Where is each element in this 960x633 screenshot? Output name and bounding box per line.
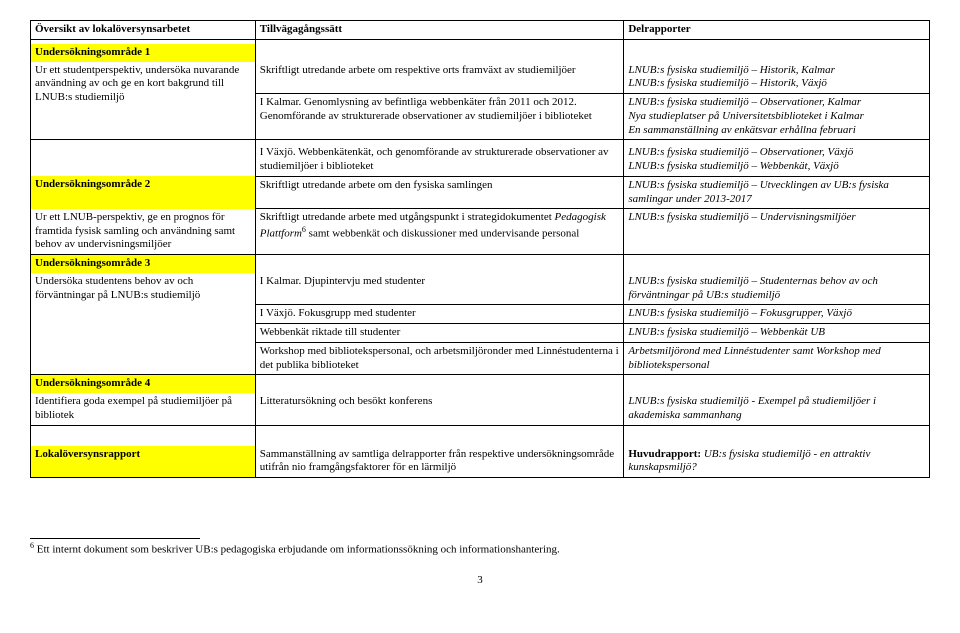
area3-right-a: LNUB:s fysiska studiemiljö – Studenterna… — [624, 273, 930, 305]
area3-row-a: Undersöka studentens behov av och förvän… — [31, 273, 930, 305]
summary-row: Lokalöversynsrapport Sammanställning av … — [31, 446, 930, 478]
footnote-body: Ett internt dokument som beskriver UB:s … — [34, 544, 560, 556]
area2-mid-a: Skriftligt utredande arbete om den fysis… — [255, 176, 624, 209]
area2-pre-row: I Växjö. Webbenkätenkät, och genomförand… — [31, 144, 930, 176]
area4-title-row: Undersökningsområde 4 — [31, 375, 930, 393]
summary-right: Huvudrapport: UB:s fysiska studiemiljö -… — [624, 446, 930, 478]
area2-right-pre: LNUB:s fysiska studiemiljö – Observation… — [624, 144, 930, 176]
area3-title-row: Undersökningsområde 3 — [31, 255, 930, 273]
area1-right2b: Nya studieplatser på Universitetsbibliot… — [628, 110, 864, 122]
area2-mid-pre: I Växjö. Webbenkätenkät, och genomförand… — [255, 144, 624, 176]
area1-right2c: En sammanställning av enkätsvar erhållna… — [628, 124, 855, 136]
area3-right-b: LNUB:s fysiska studiemiljö – Fokusgruppe… — [624, 305, 930, 324]
area3-mid-d: Workshop med bibliotekspersonal, och arb… — [255, 342, 624, 375]
overview-table: Översikt av lokalöversynsarbetet Tillväg… — [30, 20, 930, 478]
area4-mid: Litteratursökning och besökt konferens — [255, 393, 624, 425]
area2-mid-b2: samt webbenkät och diskussioner med unde… — [306, 228, 579, 240]
area1-mid1: Skriftligt utredande arbete om respektiv… — [255, 62, 624, 94]
area3-mid-b: I Växjö. Fokusgrupp med studenter — [255, 305, 624, 324]
area2-mid-b1: Skriftligt utredande arbete med utgångsp… — [260, 211, 555, 223]
area3-left: Undersöka studentens behov av och förvän… — [31, 273, 256, 375]
area2-mid-b: Skriftligt utredande arbete med utgångsp… — [255, 209, 624, 255]
area1-right1a: LNUB:s fysiska studiemiljö – Historik, K… — [628, 64, 835, 76]
area2-right-b: LNUB:s fysiska studiemiljö – Undervisnin… — [624, 209, 930, 255]
header-col2: Tillvägagångssätt — [255, 21, 624, 40]
area4-left: Identifiera goda exempel på studiemiljöe… — [31, 393, 256, 425]
area4-right: LNUB:s fysiska studiemiljö - Exempel på … — [624, 393, 930, 425]
area3-mid-c: Webbenkät riktade till studenter — [255, 324, 624, 343]
area3-right-c: LNUB:s fysiska studiemiljö – Webbenkät U… — [624, 324, 930, 343]
area1-right2a: LNUB:s fysiska studiemiljö – Observation… — [628, 96, 861, 108]
area2-title: Undersökningsområde 2 — [31, 176, 256, 209]
area3-right-d: Arbetsmiljörond med Linnéstudenter samt … — [624, 342, 930, 375]
area1-right1b: LNUB:s fysiska studiemiljö – Historik, V… — [628, 77, 827, 89]
area4-title: Undersökningsområde 4 — [31, 375, 256, 393]
area2-right-a: LNUB:s fysiska studiemiljö – Utvecklinge… — [624, 176, 930, 209]
summary-mid: Sammanställning av samtliga delrapporter… — [255, 446, 624, 478]
footnote-text: 6 Ett internt dokument som beskriver UB:… — [30, 541, 930, 556]
area1-mid2: I Kalmar. Genomlysning av befintliga web… — [255, 94, 624, 140]
area1-right1: LNUB:s fysiska studiemiljö – Historik, K… — [624, 62, 930, 94]
summary-left: Lokalöversynsrapport — [31, 446, 256, 478]
area3-title: Undersökningsområde 3 — [31, 255, 256, 273]
header-row: Översikt av lokalöversynsarbetet Tillväg… — [31, 21, 930, 40]
header-col3: Delrapporter — [624, 21, 930, 40]
summary-right-bold: Huvudrapport: — [628, 448, 701, 460]
header-col1: Översikt av lokalöversynsarbetet — [31, 21, 256, 40]
area2-title-row: Undersökningsområde 2 Skriftligt utredan… — [31, 176, 930, 209]
area2-row-b: Ur ett LNUB-perspektiv, ge en prognos fö… — [31, 209, 930, 255]
area1-left: Ur ett studentperspektiv, undersöka nuva… — [31, 62, 256, 140]
page-number: 3 — [30, 574, 930, 586]
area1-row1: Ur ett studentperspektiv, undersöka nuva… — [31, 62, 930, 94]
area1-right2: LNUB:s fysiska studiemiljö – Observation… — [624, 94, 930, 140]
area1-title: Undersökningsområde 1 — [31, 44, 256, 62]
area3-mid-a: I Kalmar. Djupintervju med studenter — [255, 273, 624, 305]
area2-right-pre-a: LNUB:s fysiska studiemiljö – Observation… — [628, 146, 853, 158]
area4-row: Identifiera goda exempel på studiemiljöe… — [31, 393, 930, 425]
area2-right-pre-b: LNUB:s fysiska studiemiljö – Webbenkät, … — [628, 160, 838, 172]
spacer — [31, 425, 930, 446]
area1-title-row: Undersökningsområde 1 — [31, 44, 930, 62]
area2-left: Ur ett LNUB-perspektiv, ge en prognos fö… — [31, 209, 256, 255]
